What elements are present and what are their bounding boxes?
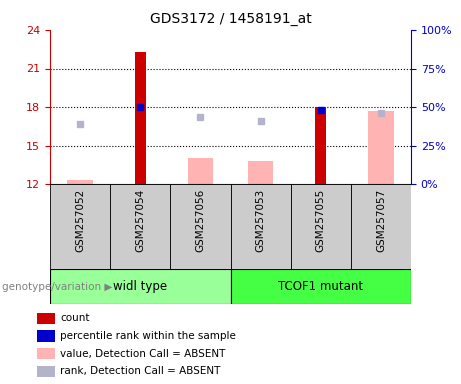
Bar <box>291 184 351 269</box>
Text: GSM257055: GSM257055 <box>316 188 326 252</box>
Title: GDS3172 / 1458191_at: GDS3172 / 1458191_at <box>150 12 311 26</box>
Bar <box>67 180 93 184</box>
Bar <box>170 184 230 269</box>
Bar <box>37 348 55 359</box>
Bar <box>135 52 146 184</box>
Bar <box>188 158 213 184</box>
Text: percentile rank within the sample: percentile rank within the sample <box>60 331 236 341</box>
Bar <box>50 269 230 304</box>
Bar <box>315 107 326 184</box>
Bar <box>37 313 55 324</box>
Bar <box>37 330 55 342</box>
Bar <box>37 366 55 377</box>
Bar <box>368 111 394 184</box>
Text: value, Detection Call = ABSENT: value, Detection Call = ABSENT <box>60 349 225 359</box>
Bar <box>230 269 411 304</box>
Text: GSM257057: GSM257057 <box>376 188 386 252</box>
Bar <box>230 184 291 269</box>
Text: GSM257052: GSM257052 <box>75 188 85 252</box>
Text: genotype/variation ▶: genotype/variation ▶ <box>2 281 112 291</box>
Text: widl type: widl type <box>113 280 167 293</box>
Text: count: count <box>60 313 89 323</box>
Bar <box>50 184 110 269</box>
Bar <box>248 161 273 184</box>
Text: GSM257053: GSM257053 <box>255 188 266 252</box>
Text: rank, Detection Call = ABSENT: rank, Detection Call = ABSENT <box>60 366 220 376</box>
Bar <box>110 184 170 269</box>
Text: GSM257054: GSM257054 <box>135 188 145 252</box>
Bar <box>351 184 411 269</box>
Text: GSM257056: GSM257056 <box>195 188 206 252</box>
Text: TCOF1 mutant: TCOF1 mutant <box>278 280 363 293</box>
